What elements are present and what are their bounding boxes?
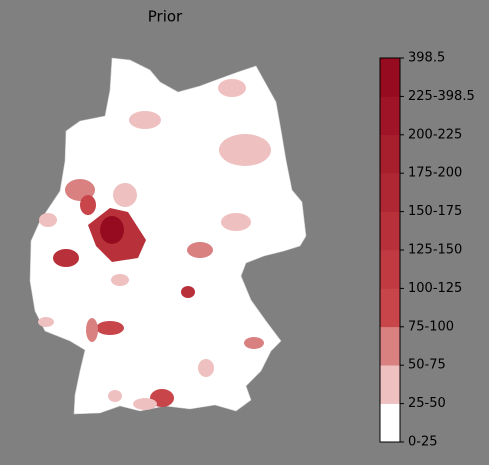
district-highlights — [38, 79, 271, 410]
district — [96, 321, 124, 335]
colorbar-label: 200-225 — [408, 127, 462, 142]
colorbar-label: 125-150 — [408, 243, 462, 258]
district — [39, 213, 57, 227]
district — [244, 337, 264, 349]
district — [113, 183, 137, 207]
colorbar-segment — [380, 365, 400, 404]
colorbar-segment — [380, 326, 400, 366]
colorbar-segment — [380, 211, 400, 251]
district — [129, 111, 161, 129]
district — [38, 317, 54, 327]
district — [80, 195, 96, 215]
district — [86, 318, 98, 342]
district — [111, 274, 129, 286]
colorbar-label: 50-75 — [408, 358, 446, 373]
colorbar-label: 25-50 — [408, 396, 446, 411]
colorbar: 0-25 25-50 50-75 75-100 100-125 125-150 150-17… — [379, 51, 475, 450]
district — [108, 390, 122, 402]
district — [181, 286, 195, 298]
district — [187, 242, 213, 258]
colorbar-segment — [380, 134, 400, 174]
district — [53, 249, 79, 267]
map-title: Prior — [148, 8, 183, 26]
district — [218, 79, 246, 97]
district — [100, 216, 124, 244]
colorbar-label: 150-175 — [408, 204, 462, 219]
district — [133, 398, 157, 410]
colorbar-label: 398.5 — [408, 51, 445, 66]
country-outline — [29, 57, 307, 415]
colorbar-segment — [380, 288, 400, 328]
colorbar-label: 0-25 — [408, 435, 438, 450]
colorbar-label: 175-200 — [408, 166, 462, 181]
colorbar-label: 75-100 — [408, 319, 454, 334]
germany-map — [29, 57, 307, 415]
district — [219, 134, 271, 166]
colorbar-segment — [380, 250, 400, 289]
colorbar-segment — [380, 96, 400, 136]
district — [198, 359, 214, 377]
colorbar-segment — [380, 403, 400, 443]
colorbar-label: 100-125 — [408, 281, 462, 296]
district — [221, 213, 251, 231]
colorbar-segment — [380, 58, 400, 97]
colorbar-segment — [380, 173, 400, 212]
colorbar-label: 225-398.5 — [408, 89, 475, 104]
